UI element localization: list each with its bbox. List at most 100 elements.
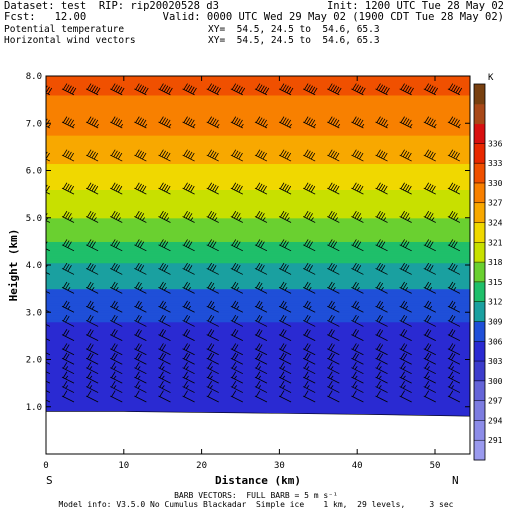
wind-barb: [423, 116, 437, 129]
wind-barb: [158, 352, 171, 365]
wind-barb: [423, 390, 436, 403]
barb-flag: [89, 366, 93, 370]
wind-barb: [182, 343, 195, 356]
barb-flag: [231, 281, 237, 289]
barb-flag: [111, 343, 116, 350]
wind-barb: [399, 329, 412, 341]
barb-flag: [115, 286, 119, 291]
barb-shaft: [254, 386, 268, 393]
barb-flag: [187, 184, 193, 192]
barb-shaft: [46, 324, 51, 327]
barb-flag: [161, 366, 165, 370]
barb-flag: [135, 390, 140, 397]
barb-flag: [376, 210, 381, 218]
barb-flag: [39, 282, 43, 288]
wind-barb: [182, 390, 195, 403]
barb-flag: [209, 366, 213, 370]
barb-flag: [159, 343, 164, 350]
wind-barb: [399, 390, 412, 403]
barb-flag: [139, 151, 145, 159]
barb-shaft: [278, 367, 292, 375]
barb-flag: [65, 385, 69, 389]
wind-barb: [399, 182, 412, 195]
barb-flag: [185, 366, 189, 370]
barb-flag: [212, 305, 216, 310]
barb-flag: [400, 380, 405, 388]
barb-flag: [328, 390, 333, 397]
barb-flag: [400, 83, 405, 90]
barb-shaft: [46, 158, 51, 162]
wind-barb: [303, 239, 316, 252]
wind-barb: [351, 116, 365, 129]
barb-flag: [190, 185, 195, 193]
colorbar-swatch: [474, 440, 485, 461]
barb-flag: [400, 343, 405, 350]
wind-barb: [206, 182, 219, 195]
barb-flag: [62, 390, 68, 397]
barb-shaft: [110, 334, 123, 341]
wind-barb: [39, 282, 51, 294]
barb-flag: [209, 240, 215, 247]
barb-flag: [424, 182, 430, 189]
barb-shaft: [61, 348, 75, 356]
barb-flag: [376, 116, 381, 123]
barb-flag: [330, 375, 334, 380]
barb-flag: [255, 300, 261, 308]
wind-barb: [61, 343, 75, 356]
barb-flag: [161, 240, 167, 247]
barb-flag: [111, 362, 116, 369]
theta-band: [46, 319, 470, 323]
barb-shaft: [158, 348, 171, 356]
wind-barb: [85, 390, 99, 403]
barb-shaft: [230, 348, 244, 356]
barb-flag: [352, 390, 357, 397]
wind-barb: [447, 262, 461, 275]
barb-shaft: [46, 371, 51, 375]
barb-flag: [282, 263, 287, 271]
wind-barb: [375, 362, 388, 375]
barb-flag: [236, 265, 241, 272]
barb-flag: [207, 149, 213, 156]
barb-flag: [187, 118, 193, 126]
barb-flag: [209, 84, 215, 91]
barb-flag: [159, 380, 164, 388]
barb-flag: [402, 330, 408, 337]
barb-flag: [400, 262, 405, 270]
barb-flag: [429, 241, 434, 248]
colorbar-label: 324: [488, 219, 503, 228]
theta-band: [46, 298, 470, 302]
theta-band: [46, 113, 470, 117]
barb-flag: [207, 390, 213, 397]
barb-flag: [137, 150, 142, 158]
wind-barb: [134, 314, 147, 327]
theta-band: [46, 182, 470, 186]
wind-barb: [447, 343, 461, 356]
wind-barb: [230, 314, 244, 327]
x-tick-label: 40: [352, 461, 363, 471]
barb-flag: [330, 183, 335, 191]
barb-flag: [214, 119, 219, 127]
barb-flag: [207, 262, 213, 270]
wind-barb: [375, 380, 388, 393]
barb-flag: [115, 305, 119, 310]
barb-flag: [234, 375, 237, 380]
barb-flag: [111, 352, 116, 360]
wind-barb: [61, 371, 75, 384]
barb-flag: [279, 371, 285, 378]
barb-flag: [352, 239, 357, 246]
wind-barb: [278, 300, 292, 313]
barb-flag: [279, 149, 285, 156]
barb-flag: [207, 371, 213, 378]
theta-band: [46, 397, 470, 401]
wind-barb: [206, 380, 219, 393]
colorbar-swatch: [474, 222, 485, 243]
theta-band: [46, 333, 470, 337]
barb-flag: [308, 305, 312, 310]
theta-band: [46, 342, 470, 346]
barb-shaft: [134, 357, 147, 365]
barb-flag: [424, 329, 430, 336]
wind-barb: [182, 210, 195, 223]
barb-flag: [330, 315, 335, 323]
barb-flag: [212, 118, 217, 126]
wind-barb: [278, 329, 292, 341]
